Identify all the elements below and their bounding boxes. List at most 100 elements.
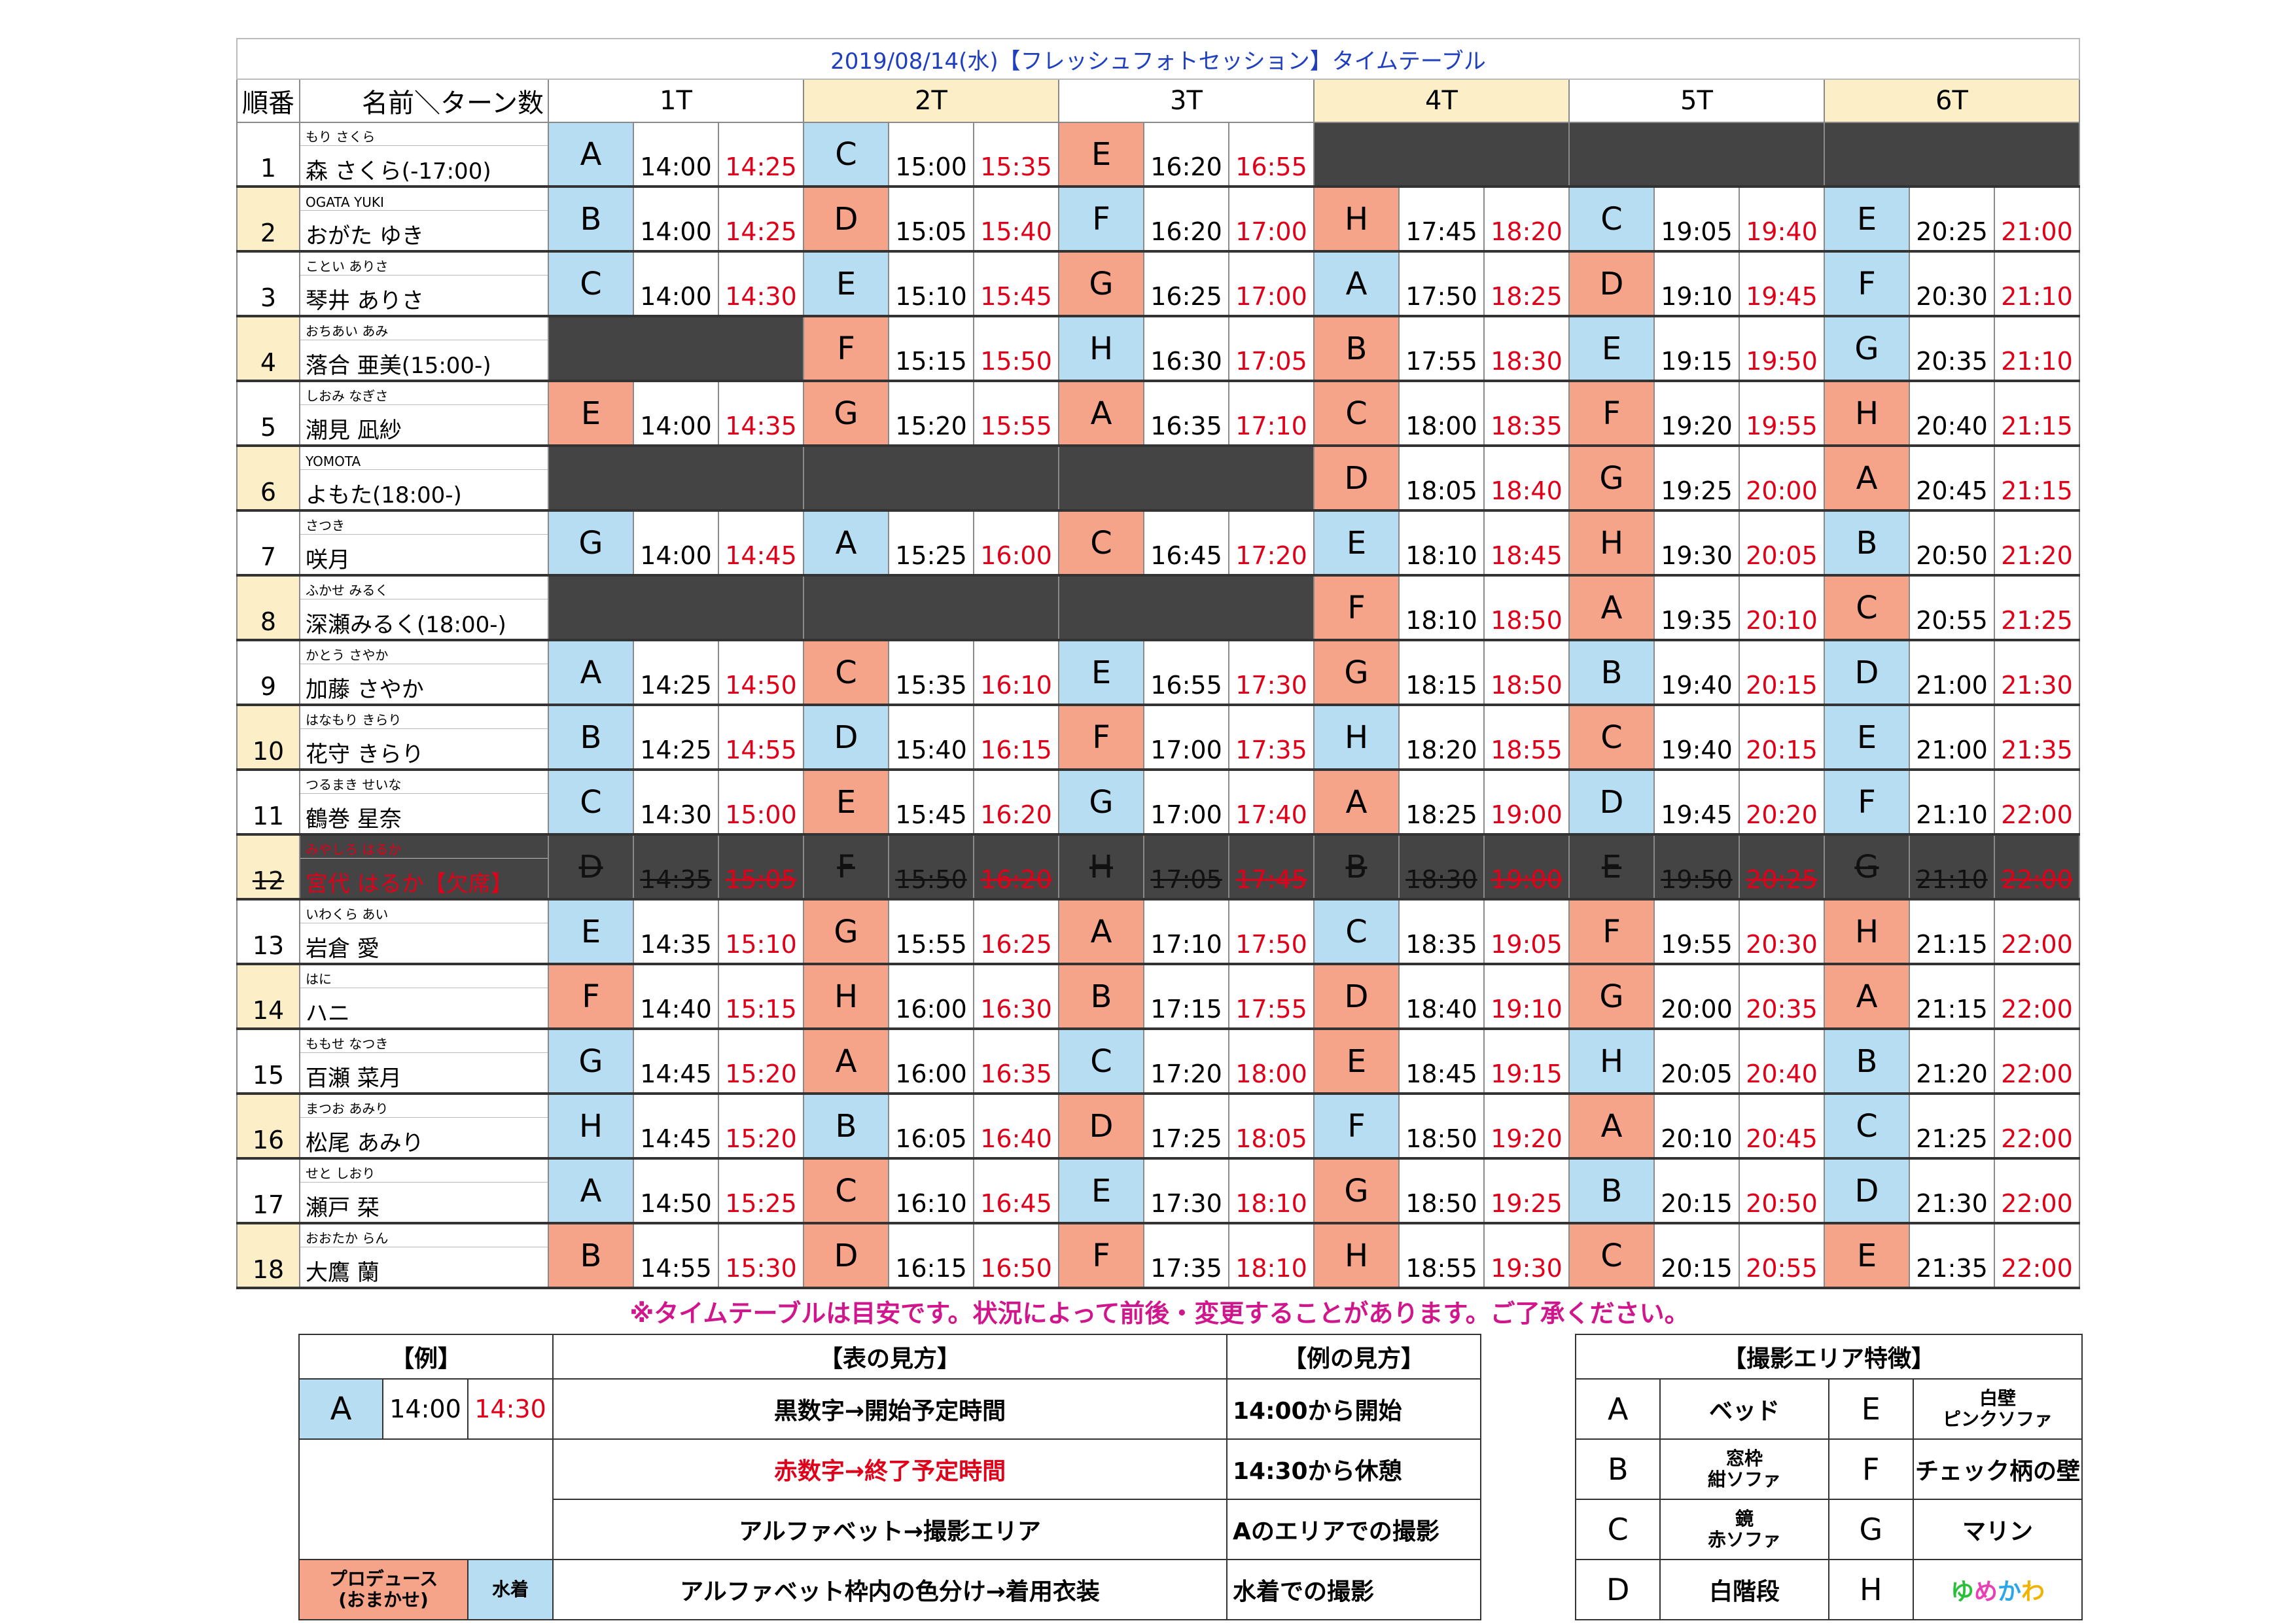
end-time: 20:25 <box>1739 834 1825 900</box>
area-cell: E <box>1824 704 1910 770</box>
start-time: 18:15 <box>1398 639 1485 705</box>
furigana: かとう さやか <box>299 639 549 664</box>
start-time: 21:30 <box>1909 1158 1995 1224</box>
area-cell: A <box>1313 769 1400 835</box>
end-time: 22:00 <box>1994 963 2080 1029</box>
end-time: 20:30 <box>1739 899 1825 965</box>
start-time: 19:40 <box>1653 639 1740 705</box>
end-time: 19:30 <box>1483 1222 1570 1289</box>
start-time: 17:00 <box>1143 704 1229 770</box>
start-time: 17:35 <box>1143 1222 1229 1289</box>
area-cell: H <box>1313 1222 1400 1289</box>
start-time: 14:35 <box>633 899 719 965</box>
end-time: 15:45 <box>973 251 1059 317</box>
start-time: 21:15 <box>1909 899 1995 965</box>
end-time: 22:00 <box>1994 769 2080 835</box>
area-cell: A <box>548 1158 634 1224</box>
start-time: 19:55 <box>1653 899 1740 965</box>
start-time: 14:00 <box>633 510 719 576</box>
start-time: 17:25 <box>1143 1093 1229 1159</box>
area-cell: H <box>1824 380 1910 446</box>
turn-header: 4T <box>1313 79 1570 123</box>
end-time: 19:00 <box>1483 834 1570 900</box>
end-time: 22:00 <box>1994 899 2080 965</box>
start-time: 15:05 <box>888 186 974 252</box>
start-time: 15:15 <box>888 315 974 382</box>
area-cell: C <box>1824 1093 1910 1159</box>
start-time: 14:00 <box>633 122 719 187</box>
start-time: 18:10 <box>1398 510 1485 576</box>
end-time: 20:50 <box>1739 1158 1825 1224</box>
row-number: 2 <box>236 186 300 252</box>
name-header: 名前＼ターン数 <box>299 79 549 123</box>
area-cell: G <box>1824 315 1910 382</box>
end-time: 14:50 <box>718 639 804 705</box>
start-time: 20:45 <box>1909 445 1995 511</box>
area-cell: F <box>1824 769 1910 835</box>
furigana: YOMOTA <box>299 445 549 470</box>
area-cell: E <box>1824 186 1910 252</box>
area-cell: D <box>803 186 889 252</box>
end-time: 20:15 <box>1739 704 1825 770</box>
end-time: 18:55 <box>1483 704 1570 770</box>
table-row: 18 おおたか らん B 14:55 15:30 D 16:15 16:50 F 17:35 18:… <box>236 1222 2080 1289</box>
start-time: 16:00 <box>888 1028 974 1094</box>
end-time: 16:20 <box>973 834 1059 900</box>
area-cell: C <box>803 639 889 705</box>
end-time: 15:20 <box>718 1093 804 1159</box>
start-time: 17:55 <box>1398 315 1485 382</box>
start-time: 14:00 <box>633 251 719 317</box>
start-time: 16:15 <box>888 1222 974 1289</box>
area-cell: H <box>1058 315 1144 382</box>
start-time: 19:30 <box>1653 510 1740 576</box>
end-time: 17:00 <box>1228 186 1315 252</box>
furigana: しおみ なぎさ <box>299 380 549 405</box>
start-time: 15:25 <box>888 510 974 576</box>
area-letter: C <box>1574 1499 1661 1560</box>
area-cell: E <box>548 380 634 446</box>
performer-name: 琴井 ありさ <box>299 275 549 317</box>
area-cell: F <box>1058 1222 1144 1289</box>
performer-name: 松尾 あみり <box>299 1117 549 1159</box>
area-cell: G <box>1058 251 1144 317</box>
area-cell: F <box>1058 186 1144 252</box>
area-cell: D <box>803 1222 889 1289</box>
area-description: マリン <box>1912 1499 2083 1560</box>
row-number: 9 <box>236 639 300 705</box>
start-time: 21:15 <box>1909 963 1995 1029</box>
area-cell: A <box>803 1028 889 1094</box>
unavailable-slot <box>1058 445 1315 511</box>
end-time: 18:30 <box>1483 315 1570 382</box>
start-time: 14:30 <box>633 769 719 835</box>
row-number: 3 <box>236 251 300 317</box>
end-time: 17:55 <box>1228 963 1315 1029</box>
end-time: 21:10 <box>1994 251 2080 317</box>
start-time: 17:00 <box>1143 769 1229 835</box>
end-time: 15:55 <box>973 380 1059 446</box>
start-time: 18:20 <box>1398 704 1485 770</box>
row-number: 8 <box>236 575 300 641</box>
start-time: 17:05 <box>1143 834 1229 900</box>
table-row: 4 おちあい あみ F 15:15 15:50 H 16:30 17:05 B 17:55 18:3… <box>236 315 2080 382</box>
example-area: A <box>298 1378 383 1440</box>
end-time: 21:20 <box>1994 510 2080 576</box>
start-time: 16:25 <box>1143 251 1229 317</box>
end-time: 18:40 <box>1483 445 1570 511</box>
area-cell: E <box>803 769 889 835</box>
end-time: 19:10 <box>1483 963 1570 1029</box>
end-time: 20:05 <box>1739 510 1825 576</box>
legend-blank <box>298 1438 554 1560</box>
turn-header: 5T <box>1568 79 1825 123</box>
area-cell: H <box>1824 899 1910 965</box>
end-time: 16:50 <box>973 1222 1059 1289</box>
area-cell: F <box>803 834 889 900</box>
area-cell: D <box>1313 963 1400 1029</box>
area-cell: C <box>803 122 889 187</box>
start-time: 18:35 <box>1398 899 1485 965</box>
area-cell: E <box>1058 122 1144 187</box>
start-time: 14:40 <box>633 963 719 1029</box>
start-time: 16:45 <box>1143 510 1229 576</box>
start-time: 21:10 <box>1909 834 1995 900</box>
produce-label: プロデュース (おまかせ) <box>298 1559 468 1620</box>
end-time: 17:40 <box>1228 769 1315 835</box>
